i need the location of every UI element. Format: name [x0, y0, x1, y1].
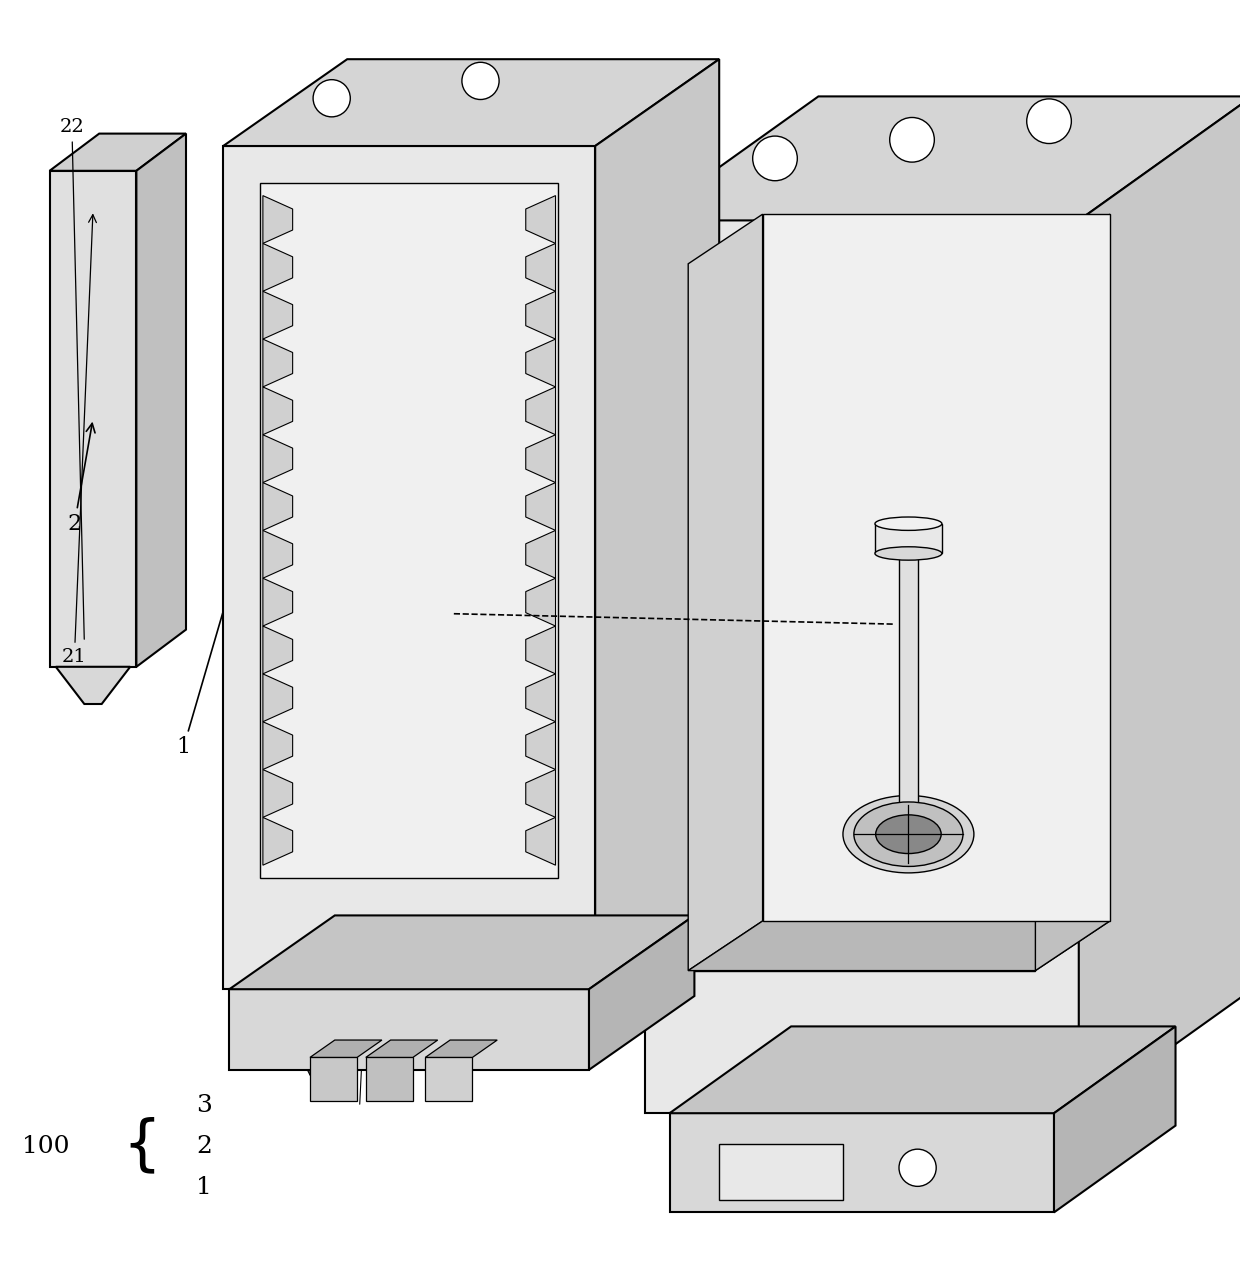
Polygon shape [645, 96, 1240, 221]
Polygon shape [526, 291, 556, 339]
Polygon shape [688, 921, 1110, 971]
Circle shape [899, 1149, 936, 1186]
Polygon shape [526, 818, 556, 865]
Polygon shape [263, 244, 293, 291]
Text: 12: 12 [424, 440, 453, 583]
Polygon shape [263, 435, 293, 483]
Polygon shape [670, 1026, 1176, 1113]
Polygon shape [223, 59, 719, 146]
Polygon shape [263, 769, 293, 818]
Text: $\{$: $\{$ [123, 1117, 155, 1177]
Polygon shape [645, 221, 1079, 1113]
Text: 1: 1 [196, 1176, 212, 1199]
Polygon shape [1035, 214, 1110, 971]
Polygon shape [526, 722, 556, 769]
Text: 200: 200 [910, 521, 986, 619]
Polygon shape [526, 578, 556, 627]
Polygon shape [263, 674, 293, 722]
Polygon shape [875, 524, 942, 553]
Text: 15: 15 [360, 127, 419, 1104]
Polygon shape [425, 1058, 472, 1100]
Ellipse shape [875, 815, 941, 854]
Polygon shape [50, 171, 136, 666]
Polygon shape [526, 339, 556, 386]
Polygon shape [229, 989, 589, 1070]
Polygon shape [425, 1040, 497, 1058]
Polygon shape [688, 263, 1035, 971]
Polygon shape [50, 134, 186, 171]
Text: 3: 3 [598, 421, 754, 948]
Polygon shape [526, 530, 556, 578]
Ellipse shape [875, 547, 942, 560]
Polygon shape [310, 1058, 357, 1100]
Polygon shape [260, 184, 558, 877]
Ellipse shape [854, 802, 963, 867]
Ellipse shape [843, 796, 973, 873]
Text: 100: 100 [22, 1135, 69, 1158]
Text: 1: 1 [176, 446, 273, 759]
Polygon shape [56, 666, 130, 704]
Polygon shape [263, 386, 293, 435]
Polygon shape [526, 386, 556, 435]
Polygon shape [719, 1144, 843, 1201]
Polygon shape [136, 134, 186, 666]
Text: S: S [394, 312, 534, 759]
Text: 2: 2 [67, 424, 95, 535]
Text: 22: 22 [60, 118, 84, 639]
Polygon shape [526, 435, 556, 483]
Polygon shape [263, 627, 293, 674]
Text: 21: 21 [62, 214, 97, 666]
Polygon shape [526, 674, 556, 722]
Text: N: N [299, 168, 316, 1075]
Polygon shape [263, 291, 293, 339]
Polygon shape [366, 1040, 438, 1058]
Polygon shape [263, 483, 293, 530]
Polygon shape [670, 1113, 1054, 1212]
Polygon shape [526, 244, 556, 291]
Polygon shape [310, 1040, 382, 1058]
Polygon shape [763, 214, 1110, 921]
Polygon shape [688, 214, 763, 971]
Polygon shape [899, 553, 919, 806]
Polygon shape [526, 627, 556, 674]
Text: 31: 31 [968, 308, 1054, 832]
Ellipse shape [875, 517, 942, 530]
Polygon shape [263, 339, 293, 386]
Polygon shape [1054, 1026, 1176, 1212]
Circle shape [312, 80, 351, 117]
Polygon shape [263, 722, 293, 769]
Circle shape [461, 63, 498, 99]
Polygon shape [526, 483, 556, 530]
Polygon shape [526, 195, 556, 244]
Circle shape [753, 136, 797, 181]
Text: 3: 3 [196, 1094, 212, 1117]
Polygon shape [263, 818, 293, 865]
Text: 14: 14 [428, 81, 469, 1043]
Polygon shape [223, 146, 595, 989]
Polygon shape [589, 915, 694, 1070]
Polygon shape [1079, 96, 1240, 1113]
Circle shape [890, 117, 935, 162]
Polygon shape [263, 195, 293, 244]
Polygon shape [526, 769, 556, 818]
Text: 11: 11 [254, 464, 279, 691]
Polygon shape [595, 59, 719, 989]
Text: 13: 13 [233, 547, 281, 614]
Text: 2: 2 [196, 1135, 212, 1158]
Circle shape [1027, 99, 1071, 144]
Polygon shape [263, 530, 293, 578]
Polygon shape [366, 1058, 413, 1100]
Polygon shape [229, 915, 694, 989]
Polygon shape [263, 578, 293, 627]
